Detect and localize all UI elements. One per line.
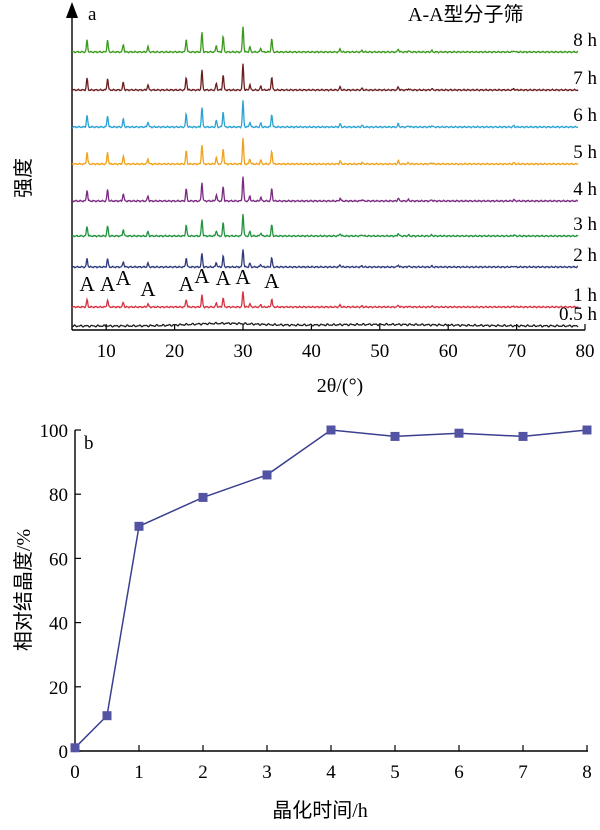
panel-b-data-point (582, 425, 592, 435)
panel-a-series-label: 0.5 h (559, 304, 598, 325)
panel-b-y-tick-label: 80 (49, 485, 68, 506)
panel-b-data-point (70, 743, 80, 753)
panel-b-x-tick-label: 5 (390, 762, 400, 783)
panel-b-markers (70, 425, 592, 753)
panel-b-data-point (134, 521, 144, 531)
panel-b-y-ticks: 0 20 40 60 80 100 (40, 421, 81, 763)
panel-b-data-point (390, 431, 400, 441)
panel-b-y-tick-label: 20 (49, 678, 68, 699)
panel-b-x-tick-label: 7 (518, 762, 528, 783)
panel-a-letter: a (88, 4, 97, 25)
panel-a-peak-label: A (140, 277, 156, 301)
panel-a-peak-label: A (116, 266, 132, 290)
panel-a-x-ticks: 10 20 30 40 50 60 70 80 (97, 324, 595, 362)
panel-a-series-trace (71, 26, 579, 54)
panel-a-series-trace (71, 63, 579, 92)
panel-a-series-trace (71, 291, 579, 309)
panel-b-letter: b (84, 433, 94, 454)
panel-a-series-label: 3 h (573, 214, 597, 235)
panel-a-series-label: 7 h (573, 68, 597, 89)
panel-b-y-tick-label: 100 (40, 421, 69, 442)
panel-a-peak-label: A (264, 269, 280, 293)
panel-a-x-tick-label: 30 (234, 341, 253, 362)
panel-a-x-tick-label: 80 (576, 341, 595, 362)
panel-b-data-point (102, 711, 112, 721)
panel-b-x-axis-title: 晶化时间/h (272, 799, 368, 822)
panel-b-data-point (518, 431, 528, 441)
panel-a-traces (71, 26, 579, 328)
panel-a-x-axis-title: 2θ/(°) (317, 375, 363, 397)
panel-b-data-point (326, 425, 336, 435)
panel-a-x-tick-label: 40 (302, 341, 321, 362)
panel-a-y-axis-arrow (66, 2, 78, 18)
panel-a-x-tick-label: 50 (370, 341, 389, 362)
panel-a-series-label: 8 h (573, 30, 597, 51)
panel-a-peak-label: A (100, 272, 116, 296)
panel-a-x-tick-label: 60 (439, 341, 458, 362)
panel-b-data-point (198, 492, 208, 502)
panel-b-y-axis-title: 相对结晶度/% (12, 529, 35, 651)
xrd-panel-a: a A-A型分子筛 强度 2θ/(°) 10 20 30 40 50 60 70 80 0.5… (12, 2, 598, 397)
panel-b-y-tick-label: 0 (59, 742, 69, 763)
panel-a-y-axis-title: 强度 (12, 158, 35, 198)
panel-a-series-label: 4 h (573, 179, 597, 200)
panel-a-series-label: 5 h (573, 142, 597, 163)
panel-a-x-tick-label: 20 (165, 341, 184, 362)
panel-b-x-tick-label: 3 (262, 762, 272, 783)
panel-a-series-trace (71, 137, 579, 166)
panel-a-peak-label: A (79, 272, 95, 296)
panel-a-peak-label: A (235, 265, 251, 289)
panel-a-series-label: 2 h (573, 245, 597, 266)
panel-a-series-trace (71, 176, 579, 203)
panel-a-peak-label: A (194, 264, 210, 288)
panel-a-peak-label: A (179, 272, 195, 296)
panel-b-x-tick-label: 6 (454, 762, 464, 783)
panel-b-x-tick-label: 0 (70, 762, 80, 783)
panel-b-x-tick-label: 2 (198, 762, 208, 783)
panel-b-x-tick-label: 8 (582, 762, 592, 783)
panel-b-x-ticks: 0 1 2 3 4 5 6 7 8 (70, 745, 592, 783)
panel-a-series-label: 6 h (573, 105, 597, 126)
panel-a-title: A-A型分子筛 (408, 3, 524, 26)
panel-a-peak-label: A (216, 266, 232, 290)
panel-a-x-tick-label: 70 (507, 341, 526, 362)
panel-b-series-line (74, 429, 588, 749)
panel-b-data-point (262, 470, 272, 480)
panel-b-x-tick-label: 4 (326, 762, 336, 783)
panel-b-y-tick-label: 60 (49, 549, 68, 570)
panel-a-series-labels: 0.5 h1 h 2 h 3 h 4 h 5 h 6 h 7 h 8 h (559, 30, 598, 325)
panel-b-data-point (454, 428, 464, 438)
panel-b-x-tick-label: 1 (134, 762, 144, 783)
panel-a-x-tick-label: 10 (97, 341, 116, 362)
panel-a-series-trace (71, 214, 579, 238)
panel-a-series-label: 1 h (573, 285, 597, 306)
panel-a-series-trace (71, 100, 579, 129)
panel-a-series-trace (71, 321, 579, 328)
panel-a-series-trace (71, 249, 579, 269)
panel-b-y-tick-label: 40 (49, 614, 68, 635)
crystallinity-panel-b: b 相对结晶度/% 晶化时间/h 0 1 2 3 4 5 6 7 8 0 20 40 60 80 100 (12, 421, 592, 822)
